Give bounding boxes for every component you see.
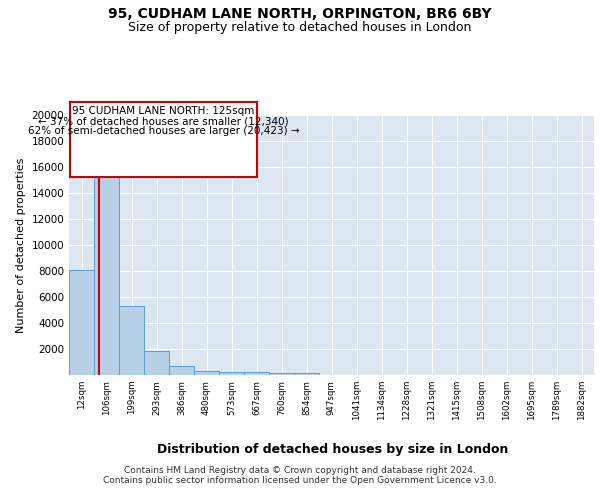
Bar (144, 351, 169, 375)
Bar (244, 372, 269, 375)
Y-axis label: Number of detached properties: Number of detached properties (16, 158, 26, 332)
Text: 95 CUDHAM LANE NORTH: 125sqm: 95 CUDHAM LANE NORTH: 125sqm (72, 106, 254, 116)
Text: 95, CUDHAM LANE NORTH, ORPINGTON, BR6 6BY: 95, CUDHAM LANE NORTH, ORPINGTON, BR6 6B… (108, 8, 492, 22)
Text: Distribution of detached houses by size in London: Distribution of detached houses by size … (157, 442, 509, 456)
Bar (294, 373, 319, 375)
Bar (219, 372, 244, 375)
Text: Contains HM Land Registry data © Crown copyright and database right 2024.: Contains HM Land Registry data © Crown c… (124, 466, 476, 475)
Text: ← 37% of detached houses are smaller (12,340): ← 37% of detached houses are smaller (12… (38, 116, 289, 126)
Bar (119, 306, 144, 375)
Bar (269, 372, 294, 375)
Text: Size of property relative to detached houses in London: Size of property relative to detached ho… (128, 22, 472, 35)
Text: 62% of semi-detached houses are larger (20,423) →: 62% of semi-detached houses are larger (… (28, 126, 299, 136)
Bar (94, 159, 119, 375)
Bar (194, 371, 219, 375)
Bar (69, 270, 94, 375)
Text: Contains public sector information licensed under the Open Government Licence v3: Contains public sector information licen… (103, 476, 497, 485)
Bar (169, 366, 194, 375)
